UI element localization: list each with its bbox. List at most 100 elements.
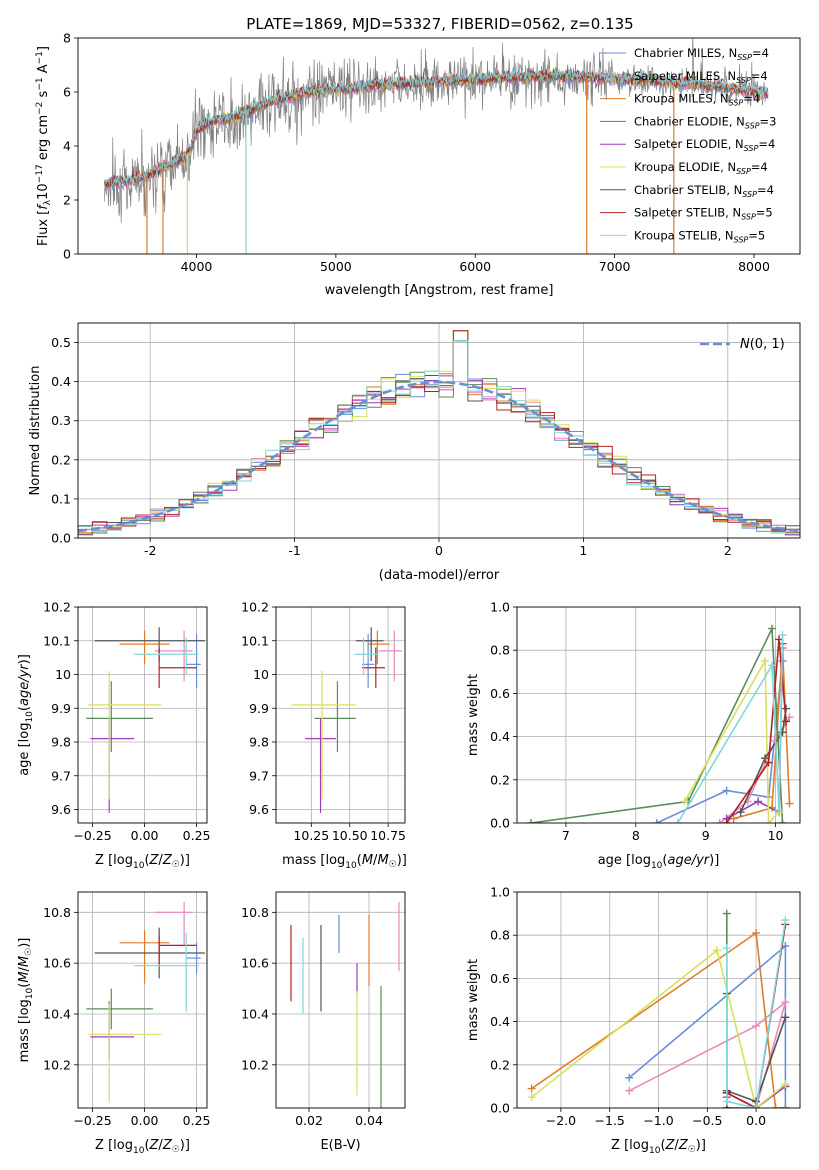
data-point-marker	[768, 624, 777, 633]
y-tick-label: 1.0	[490, 600, 510, 615]
y-tick-label: 10.2	[241, 600, 269, 615]
legend-entry: Chabrier MILES, NSSP=4	[634, 46, 769, 62]
y-tick-label: 4	[63, 139, 71, 154]
spectrum-frame	[77, 37, 801, 255]
x-tick-label: 0.00	[131, 828, 159, 843]
y-tick-label: 10.8	[241, 905, 269, 920]
errorbar-point	[291, 671, 356, 800]
y-tick-label: 6	[63, 85, 71, 100]
data-point-marker	[526, 819, 535, 823]
data-point-marker	[764, 819, 773, 823]
errorbar-point	[86, 681, 153, 753]
x-tick-label: -2	[144, 543, 156, 558]
x-tick-label: 0.0	[746, 1113, 766, 1128]
errorbar-point	[134, 932, 199, 1012]
axis-label: Z [log10(Z/Z☉)]	[95, 853, 190, 871]
axis-label: mass [log10(M/M☉)]	[17, 938, 35, 1063]
spectrum-legend: Chabrier MILES, NSSP=4 Salpeter MILES, NS…	[600, 46, 776, 244]
mass-vs-z-frame	[77, 891, 208, 1109]
y-tick-label: 0.8	[490, 928, 510, 943]
x-tick-label: 2	[724, 543, 732, 558]
errorbar-point	[378, 630, 402, 682]
y-tick-label: 0.4	[51, 374, 71, 389]
x-tick-label: 0.02	[295, 1113, 323, 1128]
y-tick-label: 10.4	[241, 1006, 269, 1021]
mass-vs-z-plot-area	[78, 892, 207, 1108]
age-vs-mass-plot-area	[276, 607, 405, 823]
data-point-marker	[736, 808, 745, 817]
y-tick-label: 9.6	[51, 802, 71, 817]
x-tick-label: -1	[288, 543, 300, 558]
y-tick-label: 0.5	[51, 335, 71, 350]
x-tick-label: −1.0	[643, 1113, 673, 1128]
data-point-marker	[781, 998, 790, 1007]
y-tick-label: 0.6	[490, 686, 510, 701]
y-tick-label: 1.0	[490, 885, 510, 900]
y-tick-label: 8	[63, 31, 71, 46]
x-tick-label: 0.00	[131, 1113, 159, 1128]
y-tick-label: 10.6	[241, 956, 269, 971]
x-tick-label: 10.75	[370, 828, 406, 843]
y-tick-label: 0.2	[490, 1057, 510, 1072]
y-axis-label: mass weight	[466, 674, 481, 756]
x-tick-label: −0.5	[692, 1113, 722, 1128]
x-tick-label: −1.5	[595, 1113, 625, 1128]
spectrum-panel: 4000 5000 6000 7000 8000 0 2 4 6 8 wavelength [Ang…	[35, 31, 801, 298]
y-tick-label: 2	[63, 193, 71, 208]
y-tick-label: 0.8	[490, 643, 510, 658]
mass-weight-series	[726, 919, 787, 1108]
data-point-marker	[775, 806, 784, 815]
data-point-marker	[722, 819, 731, 823]
mass-weight-vs-age-panel: 7 8 9 10 0.0 0.2 0.4 0.6 0.8 1.0 age [log10(age/yr…	[466, 600, 801, 871]
x-tick-label: 4000	[181, 259, 213, 274]
y-tick-label: 0.3	[51, 413, 71, 428]
data-point-marker	[625, 1086, 634, 1095]
data-point-marker	[752, 929, 761, 938]
age-vs-z-panel: −0.25 0.00 0.25 9.6 9.7 9.8 9.9 10 10.1 10.2 Z [lo…	[17, 600, 211, 872]
axis-label: Z [log10(Z/Z☉)]	[611, 1138, 706, 1156]
age-vs-mass-panel: 10.25 10.50 10.75 9.6 9.7 9.8 9.9 10 10.1 10.2 mas…	[241, 600, 407, 872]
age-vs-z-frame	[77, 606, 208, 824]
axis-label: age [log10(age/yr)]	[598, 853, 720, 871]
x-tick-label: 7	[562, 828, 570, 843]
mass-weight-series	[656, 660, 784, 823]
x-tick-label: −0.25	[73, 1113, 111, 1128]
errorbar-point	[154, 902, 193, 946]
y-tick-label: 10.2	[241, 1057, 269, 1072]
y-tick-label: 9.9	[51, 701, 71, 716]
data-point-marker	[778, 819, 787, 823]
data-point-marker	[713, 946, 722, 955]
mass-weight-vs-z-plot-area	[517, 892, 800, 1108]
axis-label: Z [log10(Z/Z☉)]	[95, 1138, 190, 1156]
x-axis-label: E(B-V)	[320, 1138, 360, 1153]
mass-weight-series	[530, 625, 784, 823]
x-tick-label: 0.25	[183, 828, 211, 843]
x-tick-label: 6000	[459, 259, 491, 274]
mass-weight-vs-age-plot-area	[517, 607, 800, 823]
errorbar-point	[354, 637, 379, 675]
model-spectrum-line	[104, 68, 769, 188]
data-point-marker	[527, 1084, 536, 1093]
y-tick-label: 9.9	[249, 701, 269, 716]
errorbar-point	[158, 647, 197, 688]
x-tick-label: 1	[579, 543, 587, 558]
data-point-marker	[761, 657, 770, 665]
x-tick-label: 0.04	[355, 1113, 383, 1128]
y-tick-label: 9.7	[249, 768, 269, 783]
mass-weight-series	[531, 948, 786, 1108]
data-point-marker	[715, 819, 724, 823]
x-axis-label: (data-model)/error	[379, 568, 500, 583]
y-tick-label: 0.0	[51, 531, 71, 546]
mass-weight-vs-z-frame	[516, 891, 801, 1109]
mass-weight-series	[531, 931, 786, 1108]
y-tick-label: 10.2	[43, 1057, 71, 1072]
y-tick-label: 10	[55, 667, 71, 682]
x-tick-label: −2.0	[546, 1113, 576, 1128]
residuals-plot-area	[78, 323, 800, 538]
axis-label: age [log10(age/yr)]	[17, 654, 35, 776]
legend-entry: Salpeter MILES, NSSP=4	[634, 69, 768, 85]
x-tick-label: 8	[632, 828, 640, 843]
y-tick-label: 0.1	[51, 491, 71, 506]
spectrum-plot-area	[104, 38, 769, 254]
legend-entry: Kroupa ELODIE, NSSP=4	[634, 160, 768, 176]
